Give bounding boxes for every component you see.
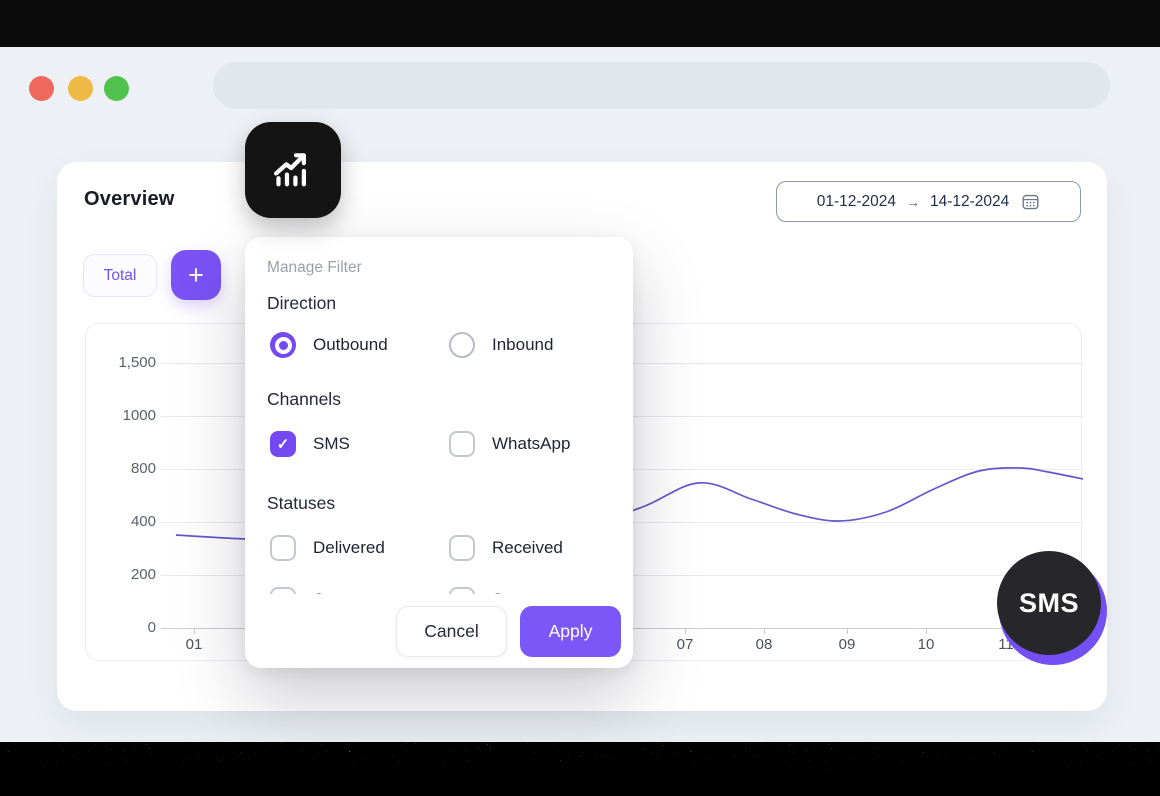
x-axis-tick-mark: [685, 628, 686, 634]
dialog-footer: Cancel Apply: [245, 594, 633, 668]
apply-button[interactable]: Apply: [520, 605, 621, 657]
date-start: 01-12-2024: [816, 192, 896, 210]
checkbox-option-received[interactable]: Received: [449, 535, 563, 561]
minimize-window-button[interactable]: [68, 76, 93, 101]
calendar-icon[interactable]: [1021, 192, 1040, 211]
x-axis-tick-mark: [194, 628, 195, 634]
sms-channel-badge[interactable]: SMS: [997, 551, 1101, 655]
x-axis-tick-mark: [764, 628, 765, 634]
x-axis-tick-label: 07: [676, 636, 694, 653]
address-bar[interactable]: [213, 62, 1110, 109]
cancel-button[interactable]: Cancel: [396, 605, 507, 657]
checkbox-option-whatsapp[interactable]: WhatsApp: [449, 431, 570, 457]
radio-unchecked-icon[interactable]: [449, 332, 475, 358]
zoom-window-button[interactable]: [104, 76, 129, 101]
date-range-picker[interactable]: 01-12-2024 → 14-12-2024: [776, 181, 1081, 222]
x-axis-tick-label: 09: [838, 636, 856, 653]
y-axis-tick-label: 800: [130, 460, 156, 477]
section-channels: Channels: [267, 389, 341, 409]
analytics-app-icon[interactable]: [245, 122, 341, 218]
radio-option-outbound[interactable]: Outbound: [270, 332, 388, 358]
checkbox-unchecked-icon[interactable]: [449, 535, 475, 561]
checkbox-unchecked-icon[interactable]: [449, 431, 475, 457]
checkbox-unchecked-icon[interactable]: [270, 535, 296, 561]
bottom-black-bar: [0, 772, 1160, 796]
top-black-bar: [0, 0, 1160, 47]
x-axis-tick-label: 10: [917, 636, 935, 653]
section-statuses: Statuses: [267, 493, 336, 513]
checkbox-option-delivered[interactable]: Delivered: [270, 535, 385, 561]
plus-icon: +: [188, 259, 204, 290]
dialog-title: Manage Filter: [267, 259, 362, 276]
checkbox-option-sms[interactable]: ✓ SMS: [270, 431, 350, 457]
trending-up-chart-icon: [264, 139, 322, 202]
filter-chip-label: Total: [103, 266, 137, 284]
x-axis-tick-mark: [847, 628, 848, 634]
manage-filter-dialog: Manage Filter Direction Outbound Inbound…: [245, 237, 633, 668]
sms-badge-label: SMS: [1018, 587, 1079, 618]
x-axis-tick-mark: [926, 628, 927, 634]
section-direction: Direction: [267, 293, 337, 313]
radio-checked-icon[interactable]: [270, 332, 296, 358]
close-window-button[interactable]: [29, 76, 54, 101]
checkbox-checked-icon[interactable]: ✓: [270, 431, 296, 457]
filter-chip-total[interactable]: Total: [83, 254, 157, 297]
y-axis-tick-label: 0: [147, 619, 156, 636]
x-axis-tick-label: 08: [755, 636, 773, 653]
y-axis-tick-label: 200: [130, 566, 156, 583]
y-axis-tick-label: 1000: [122, 407, 156, 424]
page-title: Overview: [84, 188, 175, 210]
y-axis-tick-label: 400: [130, 513, 156, 530]
arrow-right-icon: →: [906, 193, 920, 210]
glitch-noise-band: [0, 742, 1160, 776]
x-axis-tick-label: 01: [185, 636, 203, 653]
add-filter-button[interactable]: +: [171, 250, 221, 300]
radio-option-inbound[interactable]: Inbound: [449, 332, 553, 358]
date-end: 14-12-2024: [930, 192, 1010, 210]
y-axis-tick-label: 1,500: [118, 354, 156, 371]
